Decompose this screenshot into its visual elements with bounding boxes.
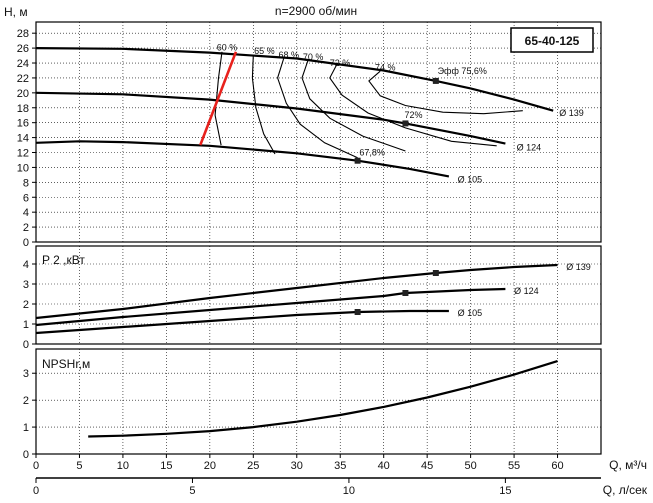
x-tick-label-ls: 10 bbox=[343, 485, 355, 497]
series-line bbox=[35, 91, 506, 145]
y-tick-label: 0 bbox=[23, 449, 29, 461]
y-tick-label: 6 bbox=[23, 192, 29, 204]
efficiency-curve bbox=[214, 51, 223, 146]
series-label: Ø 124 bbox=[514, 286, 539, 296]
efficiency-label: 72% bbox=[405, 110, 423, 120]
x-tick-label-m3h: 25 bbox=[247, 460, 259, 472]
efficiency-curve-label: 68 % bbox=[279, 50, 300, 60]
series-line bbox=[35, 47, 554, 112]
efficiency-curve-label: 65 % bbox=[254, 46, 275, 56]
x-tick-label-m3h: 0 bbox=[33, 460, 39, 472]
series-marker bbox=[354, 157, 361, 164]
series-label: Ø 139 bbox=[559, 108, 584, 118]
x-axis-label-m3h: Q, м³/ч bbox=[609, 458, 647, 472]
series-marker bbox=[432, 77, 439, 84]
y-tick-label: 8 bbox=[23, 177, 29, 189]
series-marker bbox=[402, 120, 409, 127]
series-label: Ø 105 bbox=[458, 308, 483, 318]
y-axis-label-npsh: NPSHr,м bbox=[42, 357, 90, 371]
working-range-red-line bbox=[199, 51, 238, 146]
series-label: Ø 139 bbox=[566, 262, 591, 272]
x-tick-label-m3h: 55 bbox=[508, 460, 520, 472]
panel-frame-head bbox=[35, 21, 602, 243]
series-label: Ø 105 bbox=[458, 174, 483, 184]
x-tick-label-m3h: 20 bbox=[204, 460, 216, 472]
series-marker bbox=[354, 309, 361, 315]
model-label: 65-40-125 bbox=[525, 34, 580, 48]
y-tick-label: 10 bbox=[17, 162, 29, 174]
y-tick-label: 18 bbox=[17, 103, 29, 115]
efficiency-curve-label: 60 % bbox=[217, 42, 238, 52]
series-line bbox=[35, 309, 449, 335]
y-tick-label: 0 bbox=[23, 339, 29, 351]
x-tick-label-ls: 5 bbox=[189, 485, 195, 497]
y-axis-label-power-text: P 2 ,кВт bbox=[42, 253, 85, 267]
y-tick-label: 28 bbox=[17, 28, 29, 40]
series-marker bbox=[432, 270, 439, 276]
y-tick-label: 22 bbox=[17, 73, 29, 85]
y-tick-label: 14 bbox=[17, 133, 29, 145]
x-tick-label-m3h: 15 bbox=[160, 460, 172, 472]
y-tick-label: 2 bbox=[23, 222, 29, 234]
series-marker bbox=[402, 290, 409, 296]
y-tick-label: 2 bbox=[23, 299, 29, 311]
y-axis-label-head: H, м bbox=[4, 5, 28, 19]
y-axis-label-power: P 2 ,кВт bbox=[42, 253, 85, 267]
series-line bbox=[88, 360, 558, 438]
y-tick-label: 3 bbox=[23, 368, 29, 380]
efficiency-curve-label: 70 % bbox=[303, 52, 324, 62]
x-tick-label-m3h: 30 bbox=[291, 460, 303, 472]
series-label: Ø 124 bbox=[517, 142, 542, 152]
x-tick-label-m3h: 10 bbox=[117, 460, 129, 472]
y-tick-label: 0 bbox=[23, 237, 29, 249]
y-tick-label: 16 bbox=[17, 118, 29, 130]
y-tick-label: 4 bbox=[23, 259, 29, 271]
x-tick-label-ls: 0 bbox=[33, 485, 39, 497]
y-tick-label: 12 bbox=[17, 148, 29, 160]
x-tick-label-m3h: 50 bbox=[464, 460, 476, 472]
y-tick-label: 20 bbox=[17, 88, 29, 100]
chart-title: n=2900 об/мин bbox=[275, 4, 357, 18]
y-tick-label: 24 bbox=[17, 58, 29, 70]
efficiency-curve-label: 72 % bbox=[330, 58, 351, 68]
efficiency-label: 67,8% bbox=[359, 147, 385, 157]
y-tick-label: 26 bbox=[17, 43, 29, 55]
x-tick-label-m3h: 40 bbox=[378, 460, 390, 472]
x-tick-label-m3h: 35 bbox=[334, 460, 346, 472]
efficiency-curve bbox=[368, 70, 523, 115]
y-tick-label: 4 bbox=[23, 207, 29, 219]
efficiency-curve bbox=[301, 59, 406, 152]
y-tick-label: 2 bbox=[23, 395, 29, 407]
efficiency-curve bbox=[251, 55, 276, 155]
efficiency-curve bbox=[277, 58, 358, 159]
x-axis-label-ls: Q, л/сек bbox=[603, 483, 648, 497]
series-line bbox=[35, 263, 558, 320]
x-tick-label-m3h: 60 bbox=[551, 460, 563, 472]
series-line bbox=[35, 287, 506, 327]
model-box bbox=[510, 27, 594, 53]
y-tick-label: 1 bbox=[23, 422, 29, 434]
efficiency-curve-label: 74 % bbox=[375, 62, 396, 72]
series-line bbox=[35, 140, 450, 178]
panel-frame-npsh bbox=[35, 348, 602, 455]
y-tick-label: 1 bbox=[23, 319, 29, 331]
x-tick-label-m3h: 45 bbox=[421, 460, 433, 472]
panel-frame-power bbox=[35, 245, 602, 345]
x-tick-label-m3h: 5 bbox=[76, 460, 82, 472]
x-tick-label-ls: 15 bbox=[499, 485, 511, 497]
y-tick-label: 3 bbox=[23, 279, 29, 291]
efficiency-label: Эфф 75,6% bbox=[438, 66, 487, 76]
efficiency-curve bbox=[329, 64, 497, 147]
